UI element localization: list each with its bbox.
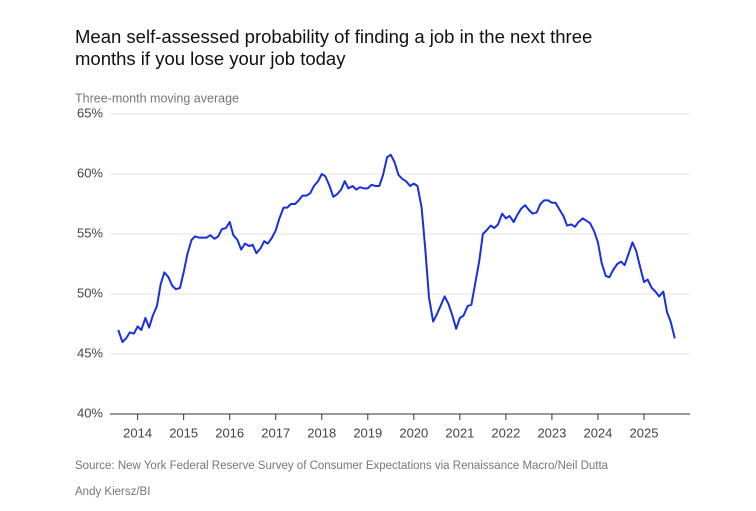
y-tick-label: 55% xyxy=(77,225,103,240)
x-tick-label: 2015 xyxy=(169,425,198,440)
y-tick-label: 65% xyxy=(77,105,103,120)
y-tick-label: 50% xyxy=(77,285,103,300)
x-tick-label: 2022 xyxy=(491,425,520,440)
x-tick-label: 2017 xyxy=(261,425,290,440)
source: Source: New York Federal Reserve Survey … xyxy=(75,460,609,472)
y-tick-label: 45% xyxy=(77,345,103,360)
x-tick-label: 2018 xyxy=(307,425,336,440)
x-tick-label: 2021 xyxy=(445,425,474,440)
credit: Andy Kiersz/BI xyxy=(75,486,150,498)
subtitle: Three-month moving average xyxy=(75,91,239,105)
y-tick-label: 60% xyxy=(77,165,103,180)
line xyxy=(117,153,676,343)
x-tick-label: 2024 xyxy=(583,425,612,440)
chart-title: Mean self-assessed probability of findin… xyxy=(75,26,592,47)
x-tick-label: 2023 xyxy=(537,425,566,440)
x-tick-label: 2019 xyxy=(353,425,382,440)
x-tick-label: 2014 xyxy=(123,425,152,440)
x-tick-label: 2016 xyxy=(215,425,244,440)
chart-title: months if you lose your job today xyxy=(75,48,346,69)
y-tick-label: 40% xyxy=(77,405,103,420)
x-tick-label: 2025 xyxy=(630,425,659,440)
x-tick-label: 2020 xyxy=(399,425,428,440)
